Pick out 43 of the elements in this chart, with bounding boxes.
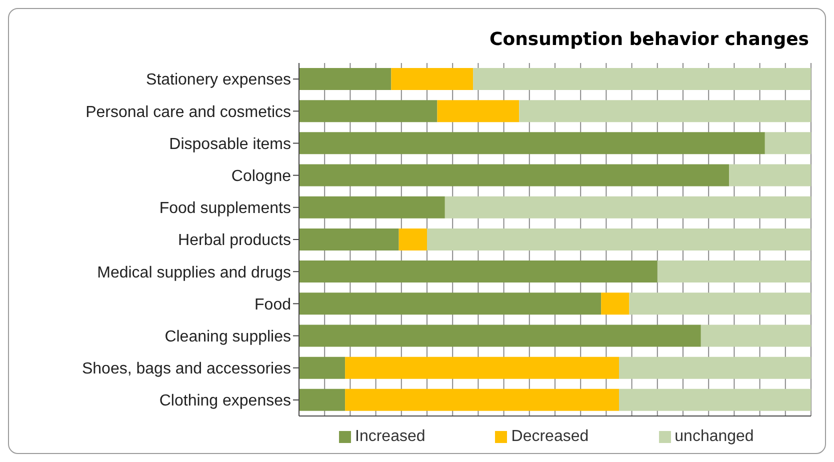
bar xyxy=(299,292,602,315)
bar xyxy=(299,164,730,186)
bar xyxy=(601,292,630,315)
bar xyxy=(519,100,811,122)
bar xyxy=(729,164,811,186)
bar xyxy=(427,228,811,250)
legend-label: Increased xyxy=(354,428,426,446)
chart-title: Consumption behavior changes xyxy=(490,29,809,50)
y-tick-label: Herbal products xyxy=(178,232,291,250)
bar xyxy=(299,324,701,347)
bar xyxy=(299,388,346,411)
bar xyxy=(629,292,811,315)
y-tick-label: Cologne xyxy=(231,168,292,185)
y-tick-label: Food xyxy=(254,296,291,314)
legend-label: Decreased xyxy=(510,428,589,446)
bar xyxy=(299,68,392,90)
bar xyxy=(345,356,619,379)
bar xyxy=(437,100,520,122)
bar xyxy=(619,388,811,411)
y-tick-label: Food supplements xyxy=(159,200,291,218)
y-tick-label: Stationery expenses xyxy=(146,72,291,89)
bar xyxy=(299,100,438,122)
y-tick-label: Personal care and cosmetics xyxy=(86,104,291,121)
bar xyxy=(299,132,765,154)
bar xyxy=(299,260,658,283)
y-tick-label: Shoes, bags and accessories xyxy=(82,360,291,378)
bar xyxy=(764,132,811,154)
bar xyxy=(473,68,811,90)
bar xyxy=(391,68,474,90)
bar xyxy=(444,196,811,218)
legend-label: unchanged xyxy=(674,428,754,446)
bar xyxy=(398,228,427,250)
y-tick-label: Medical supplies and drugs xyxy=(97,264,291,282)
bar xyxy=(299,356,346,379)
bar xyxy=(700,324,811,347)
y-tick-label: Cleaning supplies xyxy=(164,328,291,346)
bar xyxy=(345,388,619,411)
y-tick-label: Disposable items xyxy=(169,136,291,153)
y-tick-label: Clothing expenses xyxy=(159,392,291,410)
bar xyxy=(619,356,811,379)
bar xyxy=(299,196,445,218)
bar xyxy=(657,260,811,283)
bar xyxy=(299,228,399,250)
